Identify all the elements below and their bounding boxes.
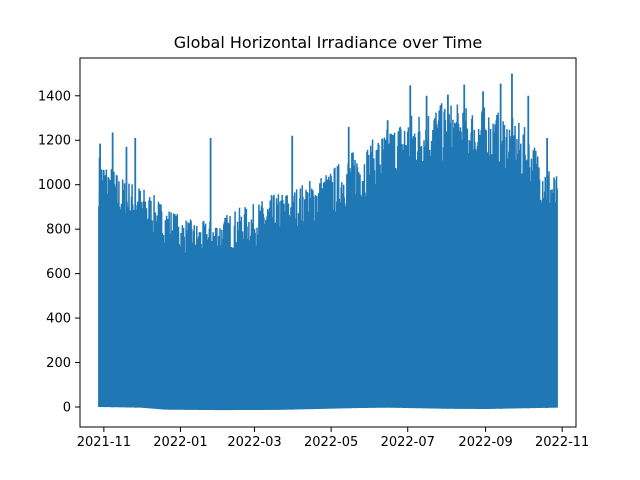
y-tick-label: 1200: [38, 134, 71, 149]
y-tick-label: 400: [46, 312, 71, 327]
x-tick-label: 2022-07: [381, 435, 435, 450]
y-tick-label: 600: [46, 267, 71, 282]
ghi-series-line: [98, 103, 558, 411]
y-tick-label: 1000: [38, 178, 71, 193]
x-axis: 2021-11 2022-01 2022-03 2022-05 2022-07 2022-…: [77, 427, 589, 450]
x-tick-label: 2021-11: [77, 435, 131, 450]
x-tick-label: 2022-05: [304, 435, 358, 450]
y-tick-label: 800: [46, 223, 71, 238]
chart-title: Global Horizontal Irradiance over Time: [174, 33, 483, 52]
x-tick-label: 2022-01: [153, 435, 207, 450]
plot-frame: [79, 57, 577, 428]
x-tick-label: 2022-11: [535, 435, 589, 450]
y-tick-label: 200: [46, 356, 71, 371]
x-tick-label: 2022-09: [458, 435, 512, 450]
y-tick-label: 0: [63, 400, 71, 415]
plot-area: [98, 73, 558, 411]
x-tick-label: 2022-03: [227, 435, 281, 450]
y-axis: 0 200 400 600 800 1000 1200 1400: [38, 89, 80, 415]
y-tick-label: 1400: [38, 89, 71, 104]
